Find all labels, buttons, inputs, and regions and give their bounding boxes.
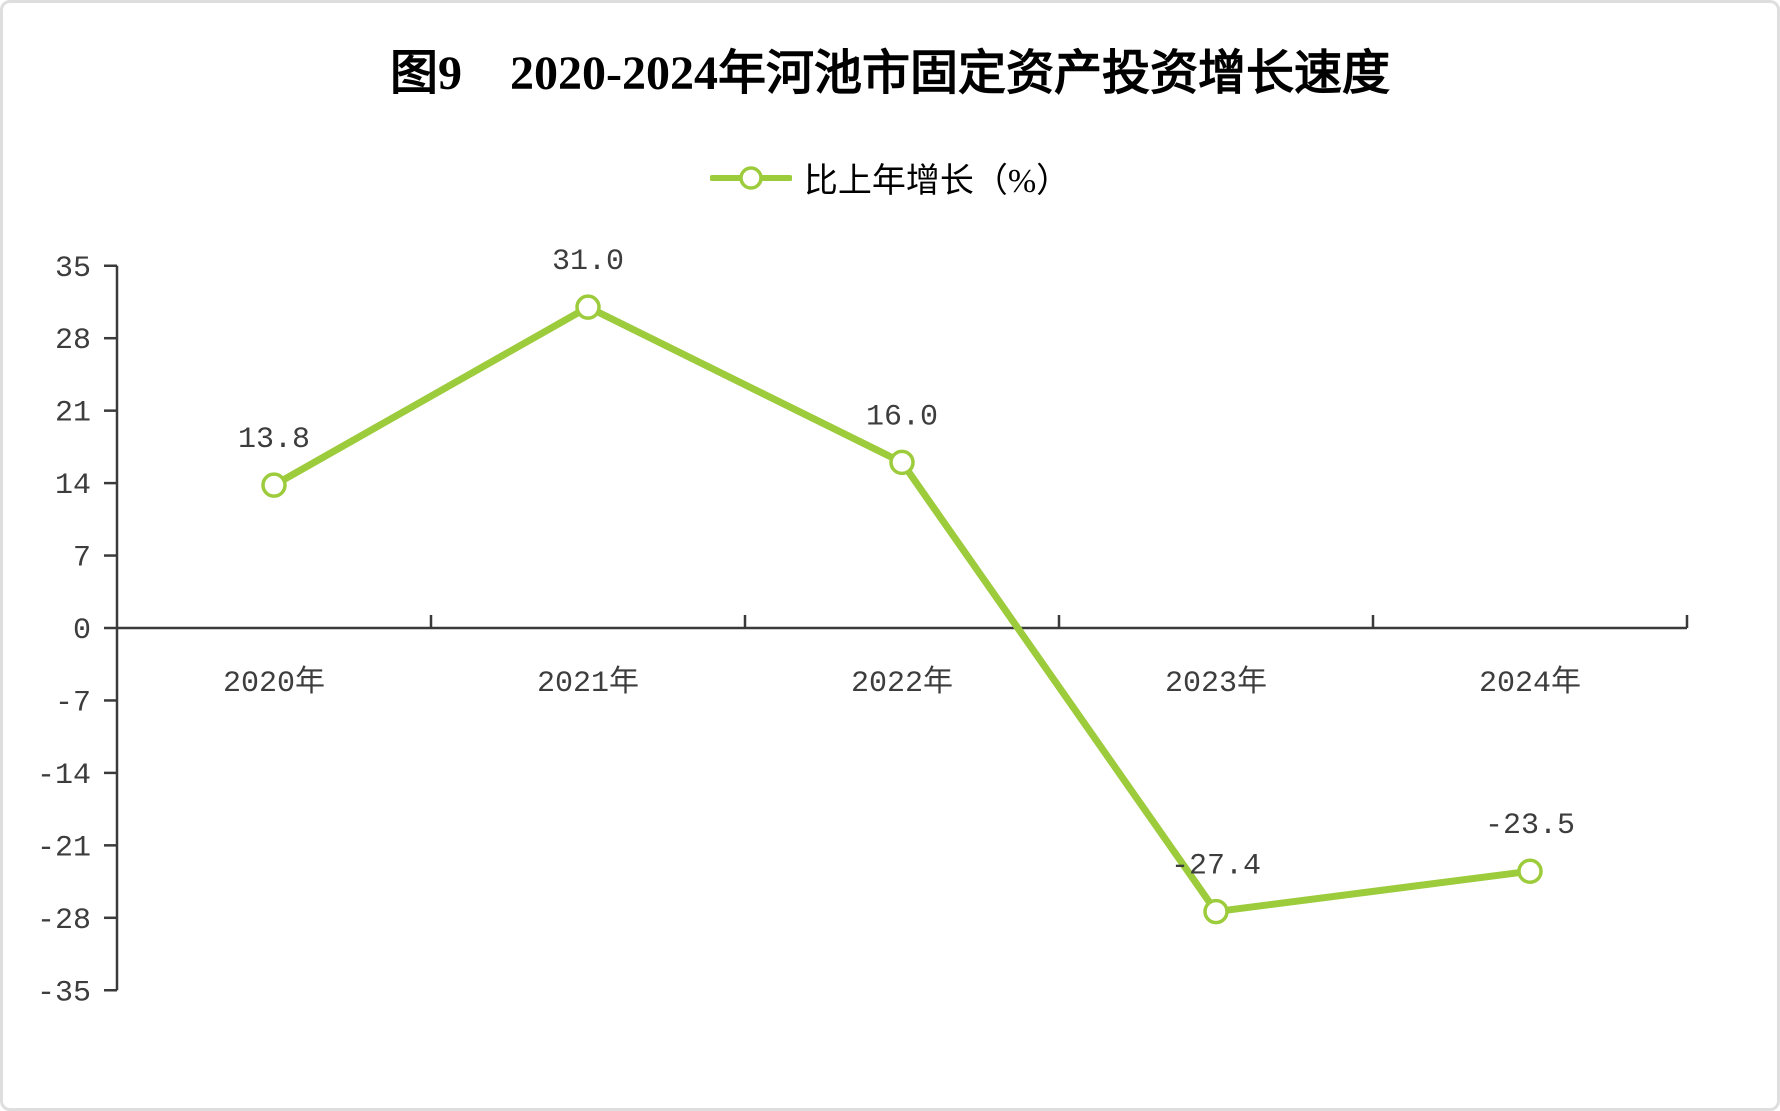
- y-tick-label: -7: [55, 686, 91, 720]
- data-point-label: 13.8: [238, 423, 310, 457]
- y-tick-label: 35: [55, 252, 91, 286]
- legend-marker-icon: [709, 165, 792, 190]
- data-point-label: 31.0: [552, 245, 624, 279]
- y-tick-label: -21: [37, 831, 91, 865]
- data-point-label: 16.0: [866, 400, 938, 434]
- chart-title: 图9 2020-2024年河池市固定资产投资增长速度: [390, 47, 1390, 100]
- x-tick-label: 2024年: [1479, 665, 1581, 701]
- series-line: [270, 303, 1534, 916]
- y-tick-label: 14: [55, 469, 91, 503]
- data-point-marker: [1517, 858, 1543, 884]
- data-point-marker: [1203, 898, 1229, 925]
- y-tick-label: 21: [55, 397, 91, 431]
- y-tick-label: 0: [73, 614, 91, 648]
- y-tick-label: -35: [37, 976, 91, 1010]
- x-tick-label: 2022年: [851, 665, 953, 701]
- plot-area: 35 28 21 14 7 0 -7 -14 -21 -28 -35 2020年 2021年 2022年 2…: [37, 245, 1689, 1010]
- legend-label: 比上年增长（%）: [803, 163, 1071, 200]
- x-tick-label: 2023年: [1165, 665, 1267, 701]
- data-point-marker: [889, 449, 915, 476]
- y-tick-label: -14: [37, 759, 91, 793]
- x-tick-label: 2020年: [223, 665, 325, 701]
- y-tick-label: -28: [37, 904, 91, 938]
- legend: 比上年增长（%）: [3, 153, 1777, 202]
- y-tick-label: 7: [73, 542, 91, 576]
- y-tick-label: 28: [55, 324, 91, 358]
- data-point-label: -27.4: [1171, 850, 1261, 884]
- x-tick-label: 2021年: [537, 665, 639, 701]
- data-point-marker: [261, 472, 287, 498]
- data-point-marker: [575, 294, 601, 320]
- data-point-label: -23.5: [1485, 809, 1575, 843]
